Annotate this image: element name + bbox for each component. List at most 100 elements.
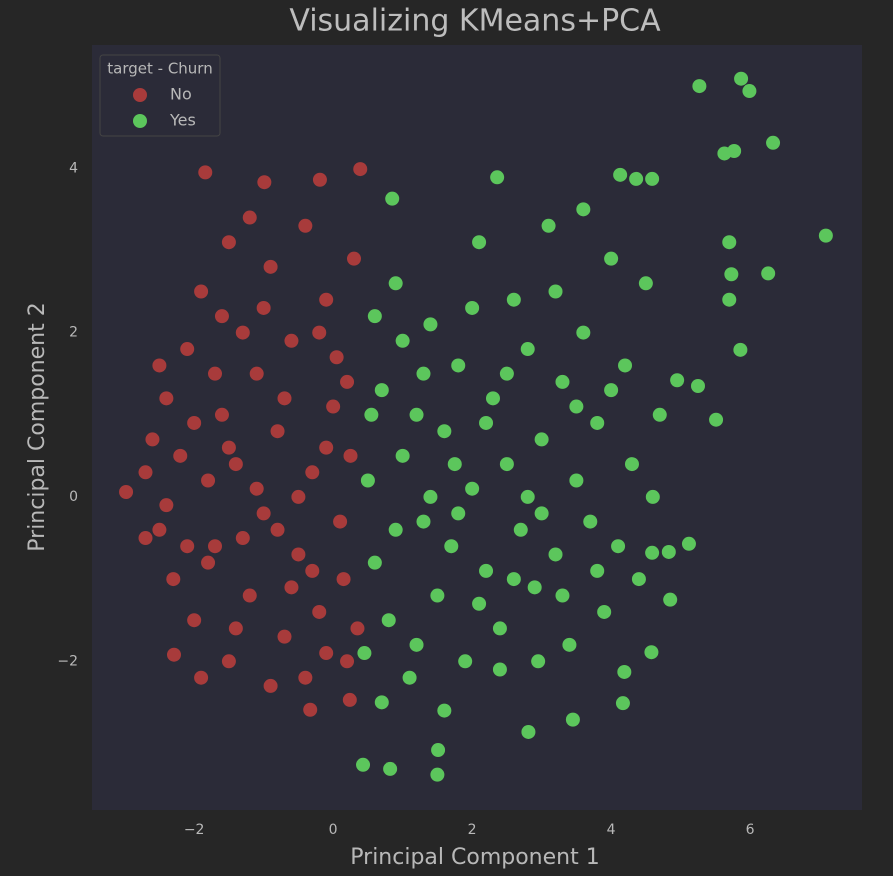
point — [624, 457, 639, 472]
point — [527, 580, 542, 595]
point — [263, 259, 278, 274]
point — [569, 473, 584, 488]
point — [291, 547, 306, 562]
point — [409, 407, 424, 422]
point — [388, 522, 403, 537]
point — [270, 424, 285, 439]
point — [499, 457, 514, 472]
point — [364, 407, 379, 422]
point — [416, 514, 431, 529]
point — [617, 664, 632, 679]
point — [138, 465, 153, 480]
point — [284, 333, 299, 348]
point — [173, 448, 188, 463]
point — [661, 544, 676, 559]
point — [221, 235, 236, 250]
point — [138, 531, 153, 546]
legend-marker — [133, 88, 147, 102]
point — [638, 276, 653, 291]
point — [506, 572, 521, 587]
point — [159, 391, 174, 406]
point — [214, 407, 229, 422]
point — [159, 498, 174, 513]
point — [734, 71, 749, 86]
point — [167, 647, 182, 662]
point — [350, 621, 365, 636]
point — [576, 325, 591, 340]
plot-area — [92, 45, 862, 810]
point — [490, 170, 505, 185]
point — [152, 358, 167, 373]
point — [385, 191, 400, 206]
point — [145, 432, 160, 447]
point — [208, 366, 223, 381]
point — [119, 485, 134, 500]
y-tick-label: 0 — [69, 489, 78, 505]
point — [340, 654, 355, 669]
point — [631, 572, 646, 587]
point — [329, 350, 344, 365]
point — [221, 654, 236, 669]
point — [437, 424, 452, 439]
point — [611, 539, 626, 554]
point — [221, 440, 236, 455]
point — [303, 702, 318, 717]
legend-label: Yes — [169, 111, 196, 130]
point — [194, 284, 209, 299]
point — [465, 481, 480, 496]
point — [319, 646, 334, 661]
point — [242, 210, 257, 225]
point — [663, 592, 678, 607]
point — [569, 399, 584, 414]
point — [187, 613, 202, 628]
point — [565, 712, 580, 727]
point — [319, 292, 334, 307]
point — [541, 218, 556, 233]
point — [431, 743, 446, 758]
point — [709, 412, 724, 427]
point — [257, 175, 272, 190]
point — [187, 415, 202, 430]
legend-label: No — [170, 85, 192, 104]
x-tick-label: 2 — [468, 822, 477, 838]
point — [690, 379, 705, 394]
point — [249, 366, 264, 381]
point — [520, 489, 535, 504]
point — [766, 135, 781, 150]
point — [395, 333, 410, 348]
point — [548, 284, 563, 299]
point — [722, 292, 737, 307]
point — [336, 572, 351, 587]
point — [645, 489, 660, 504]
point — [724, 267, 739, 282]
point — [485, 391, 500, 406]
x-tick-label: 0 — [329, 822, 338, 838]
point — [423, 317, 438, 332]
point — [298, 670, 313, 685]
point — [534, 432, 549, 447]
point — [263, 678, 278, 693]
point — [342, 692, 357, 707]
point — [201, 555, 216, 570]
point — [444, 539, 459, 554]
point — [645, 171, 660, 186]
point — [312, 325, 327, 340]
point — [388, 276, 403, 291]
point — [305, 465, 320, 480]
point — [235, 531, 250, 546]
point — [479, 415, 494, 430]
point — [613, 167, 628, 182]
point — [357, 646, 372, 661]
point — [340, 374, 355, 389]
point — [521, 724, 536, 739]
point — [506, 292, 521, 307]
point — [430, 588, 445, 603]
point — [356, 757, 371, 772]
point — [326, 399, 341, 414]
point — [670, 373, 685, 388]
point — [451, 506, 466, 521]
point — [343, 448, 358, 463]
point — [367, 309, 382, 324]
point — [727, 143, 742, 158]
